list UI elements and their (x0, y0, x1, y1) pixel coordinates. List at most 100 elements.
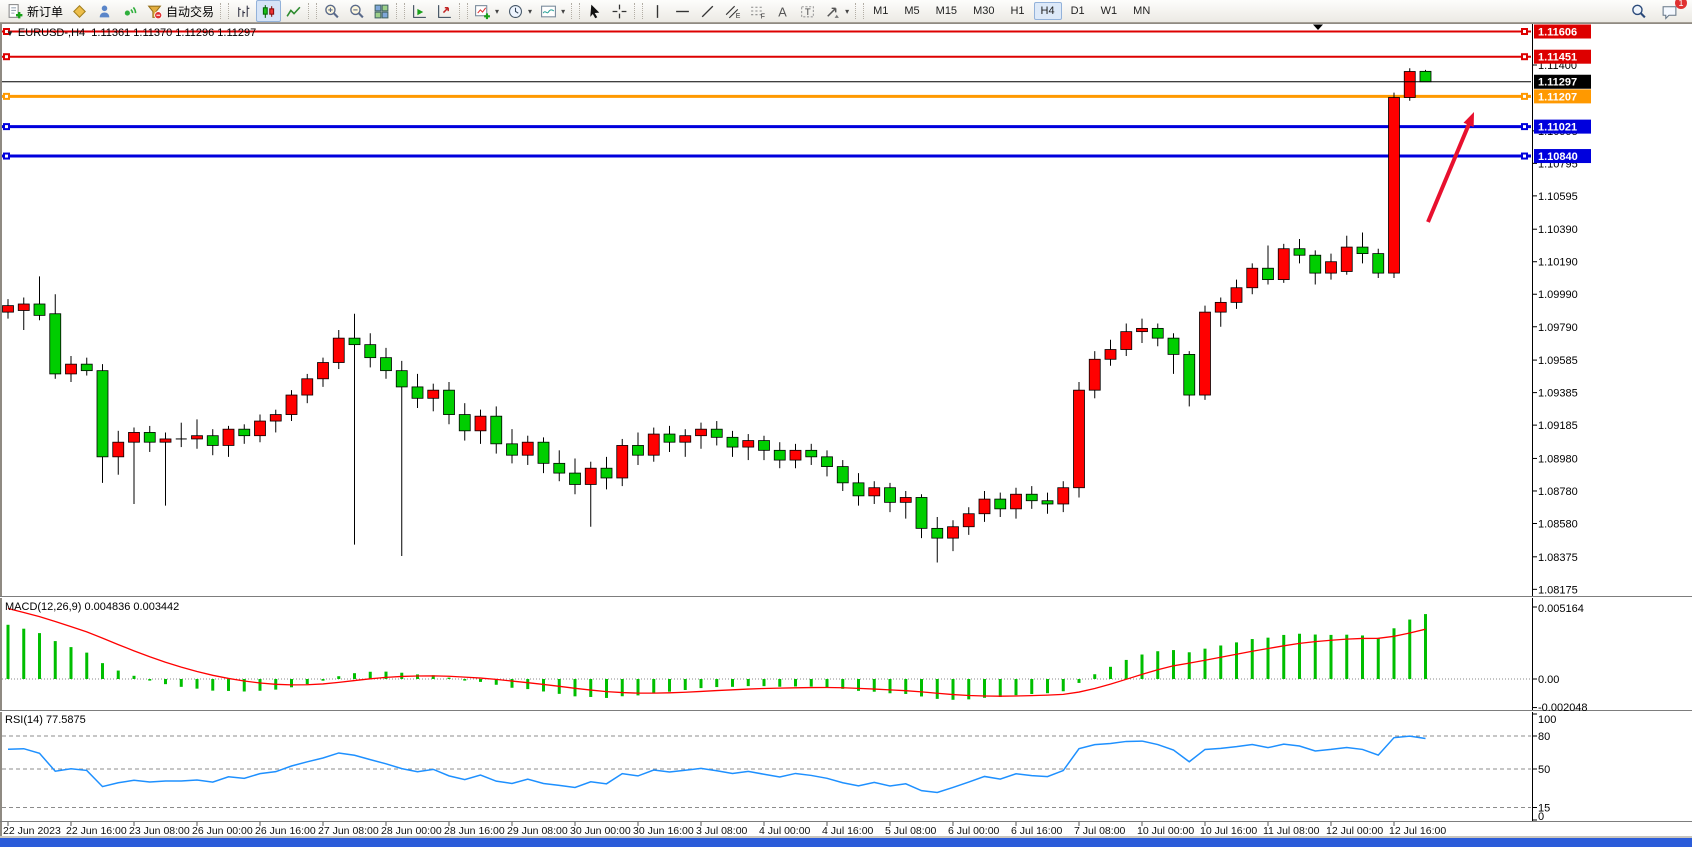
indicators-button[interactable]: ▾ (470, 0, 503, 22)
candle-body (616, 445, 629, 479)
macd-histogram-bar (447, 677, 451, 679)
macd-histogram-bar (1266, 637, 1270, 679)
price-label-1.11606-text: 1.11606 (1538, 27, 1577, 39)
line-chart-button[interactable] (281, 0, 306, 22)
equidistant-channel-button[interactable]: E (720, 0, 745, 22)
fibonacci-button[interactable]: F (745, 0, 770, 22)
notification-badge: 1 (1675, 0, 1687, 9)
toolbar-grip (634, 3, 644, 19)
candle-body (1088, 358, 1101, 391)
arrows-button[interactable]: ▾ (820, 0, 853, 22)
time-label: 26 Jun 16:00 (255, 825, 316, 837)
price-label-1.11451[interactable] (1534, 49, 1591, 64)
trendline-icon (699, 3, 716, 20)
candle-body (143, 432, 156, 443)
trendline-button[interactable] (695, 0, 720, 22)
current-price-label[interactable] (1534, 74, 1591, 89)
chart-shift-button[interactable] (432, 0, 457, 22)
candle-body (1183, 353, 1196, 396)
timeframe-m15-button[interactable]: M15 (935, 5, 958, 17)
macd-histogram-bar (132, 675, 136, 679)
hline-handle-center (1523, 154, 1526, 158)
timeframe-d1-button[interactable]: D1 (1070, 5, 1085, 17)
macd-histogram-bar (589, 679, 593, 697)
candle-body (2, 305, 14, 313)
candle-body (1136, 327, 1148, 333)
auto-scroll-button[interactable] (407, 0, 432, 22)
price-label-1.10840[interactable] (1534, 149, 1591, 164)
new-order-button[interactable]: 新订单 (3, 0, 67, 22)
rsi-scale-label: 80 (1538, 731, 1550, 743)
timeframe-h1-button[interactable]: H1 (1010, 5, 1025, 17)
macd-histogram-bar (1124, 659, 1128, 679)
signals-button[interactable] (117, 0, 142, 22)
text-button[interactable]: A (770, 0, 795, 22)
timeframe-m30-button[interactable]: M30 (973, 5, 995, 17)
templates-dropdown-caret: ▾ (561, 6, 566, 16)
price-tick-label: 1.08580 (1538, 518, 1578, 530)
vertical-line-icon (649, 3, 666, 20)
macd-histogram-bar (1172, 650, 1175, 679)
zoom-in-button[interactable] (319, 0, 344, 22)
trend-arrow-head[interactable] (1463, 112, 1474, 128)
chat-button[interactable]: 1 (1657, 0, 1687, 22)
macd-histogram-bar (1329, 634, 1333, 679)
macd-histogram-bar (1250, 639, 1254, 679)
market-button[interactable] (67, 0, 92, 22)
candle-body (600, 467, 613, 479)
price-label-1.11207[interactable] (1534, 89, 1591, 104)
candlestick-chart-button[interactable] (256, 0, 282, 22)
macd-histogram-bar (494, 679, 498, 685)
price-tick-label: 1.10190 (1538, 257, 1578, 269)
candle-body (1309, 254, 1322, 274)
macd-histogram-bar (1156, 651, 1160, 679)
timeframe-mn-button[interactable]: MN (1133, 5, 1151, 17)
candle-body (1325, 261, 1337, 274)
candle-body (537, 441, 550, 464)
symbol-ohlc-title: EURUSD-,H4 1.11361 1.11370 1.11296 1.112… (17, 27, 257, 39)
timeframe-m5-button[interactable]: M5 (904, 5, 920, 17)
timeframe-m1-button[interactable]: M1 (873, 5, 889, 17)
community-button[interactable] (92, 0, 117, 22)
candle-body (1073, 389, 1085, 489)
text-label-button[interactable]: T (795, 0, 820, 22)
macd-histogram-bar (1424, 614, 1427, 679)
candle-body (33, 303, 46, 316)
trend-arrow-line[interactable] (1426, 121, 1472, 223)
cursor-button[interactable] (582, 0, 607, 22)
toolbar-grip (459, 3, 469, 19)
candle-body (947, 526, 959, 539)
bar-chart-button[interactable] (231, 0, 256, 22)
candle-body (647, 433, 660, 456)
zoom-out-button[interactable] (344, 0, 369, 22)
price-label-1.11606[interactable] (1534, 24, 1591, 39)
collapse-icon[interactable]: ▼ (6, 28, 14, 38)
time-label: 12 Jul 16:00 (1389, 825, 1446, 837)
time-label: 30 Jun 16:00 (633, 825, 694, 837)
macd-histogram-bar (321, 679, 325, 681)
macd-histogram-bar (1030, 679, 1034, 695)
horizontal-line-icon (674, 3, 691, 20)
price-tick-label: 1.08175 (1538, 584, 1578, 596)
search-button[interactable] (1626, 0, 1651, 22)
auto-scroll-icon (411, 3, 428, 20)
templates-button[interactable]: ▾ (536, 0, 569, 22)
candle-body (269, 414, 282, 422)
autotrading-button[interactable]: 自动交易 (142, 0, 218, 22)
search-icon (1630, 3, 1647, 20)
periods-button[interactable]: ▾ (503, 0, 536, 22)
hline-handle-center (1523, 55, 1526, 59)
scroll-position-marker[interactable] (1313, 24, 1323, 31)
arrows-icon (824, 3, 841, 20)
timeframe-h4-button[interactable]: H4 (1033, 2, 1062, 20)
price-label-1.11021-text: 1.11021 (1538, 122, 1577, 134)
macd-histogram-bar (1046, 679, 1049, 694)
tile-windows-button[interactable] (369, 0, 394, 22)
vertical-line-button[interactable] (645, 0, 670, 22)
timeframe-w1-button[interactable]: W1 (1100, 5, 1118, 17)
crosshair-button[interactable] (607, 0, 632, 22)
price-label-1.11021[interactable] (1534, 119, 1591, 134)
candle-body (868, 487, 881, 497)
horizontal-line-button[interactable] (670, 0, 695, 22)
